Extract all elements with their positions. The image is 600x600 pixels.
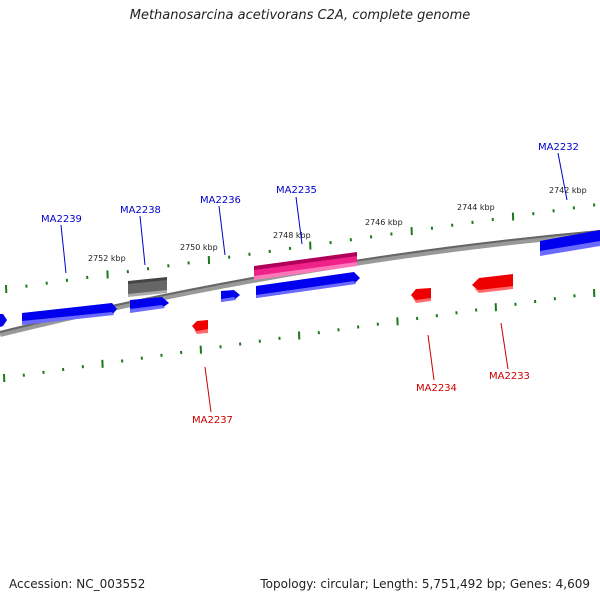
tick-label-2744: 2744 kbp bbox=[457, 203, 495, 212]
gene-MA2234[interactable] bbox=[411, 288, 431, 303]
gene-MA2235-rna[interactable] bbox=[254, 252, 357, 280]
leader-MA2233 bbox=[500, 322, 509, 370]
gene-MA2236[interactable] bbox=[221, 290, 240, 302]
tick-label-2742: 2742 kbp bbox=[549, 186, 587, 195]
tick-label-2750: 2750 kbp bbox=[180, 243, 218, 252]
label-MA2239[interactable]: MA2239 bbox=[41, 214, 82, 225]
leader-MA2239 bbox=[60, 224, 67, 274]
label-MA2234[interactable]: MA2234 bbox=[416, 383, 457, 394]
gene-MA2238[interactable] bbox=[130, 297, 169, 313]
leader-MA2236 bbox=[218, 205, 226, 256]
tick-label-2748: 2748 kbp bbox=[273, 231, 311, 240]
accession-text: Accession: NC_003552 bbox=[9, 577, 146, 591]
gene-MA2233[interactable] bbox=[472, 274, 513, 293]
tick-row-inner bbox=[3, 288, 596, 383]
label-MA2237[interactable]: MA2237 bbox=[192, 415, 233, 426]
label-MA2235[interactable]: MA2235 bbox=[276, 185, 317, 196]
label-MA2232[interactable]: MA2232 bbox=[538, 142, 579, 153]
leader-MA2235 bbox=[295, 196, 303, 245]
leader-MA2237 bbox=[204, 366, 212, 413]
gene-MA2235[interactable] bbox=[256, 272, 360, 298]
tick-label-2752: 2752 kbp bbox=[88, 254, 126, 263]
gene-fragment-left[interactable] bbox=[0, 314, 7, 327]
leader-MA2234 bbox=[427, 334, 435, 381]
map-title: Methanosarcina acetivorans C2A, complete… bbox=[129, 8, 471, 23]
gene-MA2237[interactable] bbox=[192, 320, 208, 334]
gene-MA2239[interactable] bbox=[22, 303, 117, 325]
leader-MA2238 bbox=[139, 215, 146, 266]
tick-row-outer bbox=[5, 203, 596, 294]
label-MA2233[interactable]: MA2233 bbox=[489, 371, 530, 382]
gene-MA2232[interactable] bbox=[540, 230, 600, 256]
leader-MA2232 bbox=[557, 152, 568, 201]
gene-MA2238-pseudo[interactable] bbox=[128, 277, 167, 297]
label-MA2238[interactable]: MA2238 bbox=[120, 205, 161, 216]
tick-label-2746: 2746 kbp bbox=[365, 218, 403, 227]
topology-text: Topology: circular; Length: 5,751,492 bp… bbox=[260, 577, 590, 591]
label-MA2236[interactable]: MA2236 bbox=[200, 195, 241, 206]
